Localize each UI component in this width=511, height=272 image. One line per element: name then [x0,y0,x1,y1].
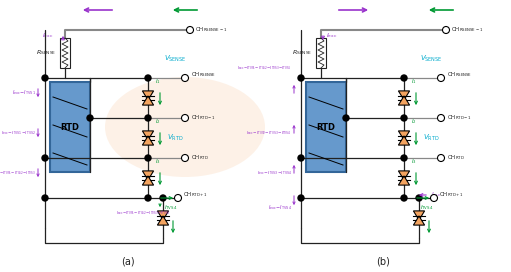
Polygon shape [399,96,410,105]
Text: $\rm CH_{RTD}$: $\rm CH_{RTD}$ [191,154,209,162]
Circle shape [145,75,151,81]
Circle shape [174,194,181,202]
Text: $\mathit{I}_{\rm exc}\!-\!\mathit{I}_{\rm TVS4}$: $\mathit{I}_{\rm exc}\!-\!\mathit{I}_{\r… [268,203,292,212]
Circle shape [401,195,407,201]
Circle shape [42,155,48,161]
Polygon shape [157,216,169,225]
Text: $\mathit{R}_{\rm SENSE}$: $\mathit{R}_{\rm SENSE}$ [36,48,56,57]
Text: $\rm CH_{RSENSE}$: $\rm CH_{RSENSE}$ [447,70,472,79]
Circle shape [181,75,189,82]
Circle shape [401,75,407,81]
Polygon shape [143,91,154,100]
Polygon shape [143,176,154,185]
Text: $\mathit{I}_{\rm TVS4}$: $\mathit{I}_{\rm TVS4}$ [421,203,434,212]
Text: $\mathit{I}_{\rm exc}\!-\!\mathit{I}_{\rm TVS1}\!-\!\mathit{I}_{\rm TVS2}\!-\!\m: $\mathit{I}_{\rm exc}\!-\!\mathit{I}_{\r… [0,169,36,177]
Text: $\mathit{I}_{\rm exc}\!-\!\mathit{I}_{\rm TVS2}\!-\!\mathit{I}_{\rm TVS3}\!-\!\m: $\mathit{I}_{\rm exc}\!-\!\mathit{I}_{\r… [246,129,292,137]
Polygon shape [399,131,410,140]
Text: $\mathit{V}_{\rm RTD}$: $\mathit{V}_{\rm RTD}$ [167,133,183,143]
Circle shape [145,195,151,201]
Text: $\rm CH_{RTD+1}$: $\rm CH_{RTD+1}$ [183,191,208,199]
Circle shape [181,115,189,122]
Polygon shape [143,96,154,105]
Text: (a): (a) [121,257,134,267]
Polygon shape [143,171,154,180]
Circle shape [443,26,450,33]
Text: $\mathit{I}_{\rm exc}\!-\!\mathit{I}_{\rm TVS3}\!-\!\mathit{I}_{\rm TVS4}$: $\mathit{I}_{\rm exc}\!-\!\mathit{I}_{\r… [257,169,292,177]
Text: $\mathit{I}_{\rm 2}$: $\mathit{I}_{\rm 2}$ [155,117,161,126]
FancyBboxPatch shape [306,82,346,172]
Circle shape [343,115,349,121]
Text: $\rm CH_{RSENSE-1}$: $\rm CH_{RSENSE-1}$ [195,26,227,35]
Text: $\mathit{I}_{\rm 3}$: $\mathit{I}_{\rm 3}$ [411,157,417,166]
Text: $\mathit{I}_{\rm exc}\!-\!\mathit{I}_{\rm TVS1}\!-\!\mathit{I}_{\rm TVS2}\!-\!\m: $\mathit{I}_{\rm exc}\!-\!\mathit{I}_{\r… [115,209,170,217]
Text: (b): (b) [377,257,390,267]
Text: $\mathit{R}_{\rm SENSE}$: $\mathit{R}_{\rm SENSE}$ [292,48,312,57]
Text: $\mathit{I}_{\rm exc}$: $\mathit{I}_{\rm exc}$ [431,191,441,199]
Text: $\mathit{V}_{\rm SENSE}$: $\mathit{V}_{\rm SENSE}$ [420,54,442,64]
Circle shape [401,155,407,161]
Circle shape [298,75,304,81]
Circle shape [437,154,445,162]
Polygon shape [143,136,154,145]
Text: $\rm CH_{RTD-1}$: $\rm CH_{RTD-1}$ [447,113,472,122]
Polygon shape [157,211,169,220]
Circle shape [42,75,48,81]
Circle shape [298,195,304,201]
Circle shape [437,115,445,122]
Polygon shape [399,171,410,180]
Polygon shape [399,136,410,145]
Circle shape [87,115,93,121]
Ellipse shape [105,77,265,177]
Text: $\mathit{I}_{\rm exc}\!-\!\mathit{I}_{\rm TVS1}\!-\!\mathit{I}_{\rm TVS2}\!-\!\m: $\mathit{I}_{\rm exc}\!-\!\mathit{I}_{\r… [238,64,292,72]
Text: $\rm CH_{RTD}$: $\rm CH_{RTD}$ [447,154,465,162]
Text: $\rm CH_{RSENSE-1}$: $\rm CH_{RSENSE-1}$ [451,26,483,35]
Text: RTD: RTD [316,122,336,131]
Text: $\rm CH_{RSENSE}$: $\rm CH_{RSENSE}$ [191,70,216,79]
Polygon shape [399,176,410,185]
Circle shape [401,115,407,121]
Polygon shape [413,216,425,225]
FancyBboxPatch shape [50,82,90,172]
Text: $\mathit{I}_{\rm exc}\!-\!\mathit{I}_{\rm TVS1}$: $\mathit{I}_{\rm exc}\!-\!\mathit{I}_{\r… [12,89,36,97]
Text: $\rm CH_{RTD+1}$: $\rm CH_{RTD+1}$ [439,191,464,199]
Text: RTD: RTD [60,122,80,131]
Text: $\mathit{I}_{\rm 3}$: $\mathit{I}_{\rm 3}$ [155,157,161,166]
Text: $\mathit{I}_{\rm 1}$: $\mathit{I}_{\rm 1}$ [411,77,417,86]
Text: $\mathit{I}_{\rm 1}$: $\mathit{I}_{\rm 1}$ [155,77,161,86]
Circle shape [42,195,48,201]
Circle shape [181,154,189,162]
Bar [60,38,70,68]
Text: $\mathit{I}_{\rm 2}$: $\mathit{I}_{\rm 2}$ [411,117,417,126]
Circle shape [160,195,166,201]
Text: $\mathit{I}_{\rm exc}\!-\!\mathit{I}_{\rm TVS1}\!-\!\mathit{I}_{\rm TVS2}$: $\mathit{I}_{\rm exc}\!-\!\mathit{I}_{\r… [1,129,36,137]
Text: $\mathit{V}_{\rm RTD}$: $\mathit{V}_{\rm RTD}$ [423,133,439,143]
Bar [316,38,326,68]
Circle shape [187,26,194,33]
Circle shape [416,195,422,201]
Circle shape [145,155,151,161]
Circle shape [437,75,445,82]
Circle shape [298,155,304,161]
Circle shape [430,194,437,202]
Circle shape [145,115,151,121]
Text: $\rm CH_{RTD-1}$: $\rm CH_{RTD-1}$ [191,113,216,122]
Polygon shape [399,91,410,100]
Text: $\mathit{I}_{\rm exc}$: $\mathit{I}_{\rm exc}$ [326,32,337,41]
Text: $\mathit{I}_{\rm TVS4}$: $\mathit{I}_{\rm TVS4}$ [165,203,178,212]
Polygon shape [413,211,425,220]
Polygon shape [143,131,154,140]
Text: $\mathit{I}_{\rm exc}$: $\mathit{I}_{\rm exc}$ [42,32,53,41]
Text: $\mathit{V}_{\rm SENSE}$: $\mathit{V}_{\rm SENSE}$ [164,54,187,64]
